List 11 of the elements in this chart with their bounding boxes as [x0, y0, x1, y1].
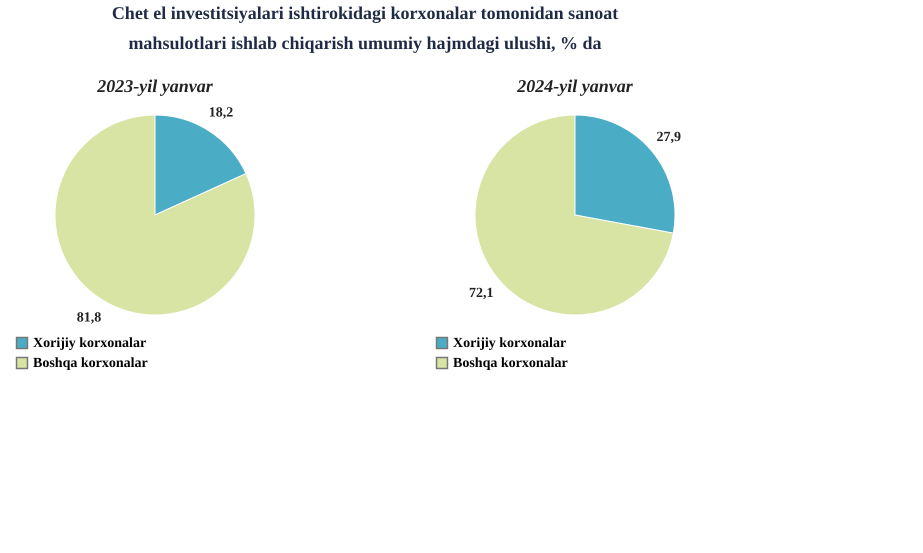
text: Chet el investitsiyalari ishtirokidagi korxonalar tomonidan sanoat mahsulotlari ishlab chiqarish umumiy hajmdagi ulushi, % da	[112, 3, 618, 53]
legend-label: Boshqa korxonalar	[33, 356, 148, 371]
data-label: 27,9	[656, 130, 682, 145]
chart-subtitle: 2023-yil yanvar	[96, 76, 214, 96]
chart-subtitle: 2024-yil yanvar	[516, 76, 634, 96]
legend-label: Xorijiy korxonalar	[453, 336, 566, 351]
data-label: 81,8	[76, 310, 102, 326]
data-label: 18,2	[208, 105, 234, 120]
legend-label: Boshqa korxonalar	[453, 356, 568, 371]
data-label: 72,1	[468, 286, 494, 302]
legend-label: Xorijiy korxonalar	[33, 336, 146, 351]
